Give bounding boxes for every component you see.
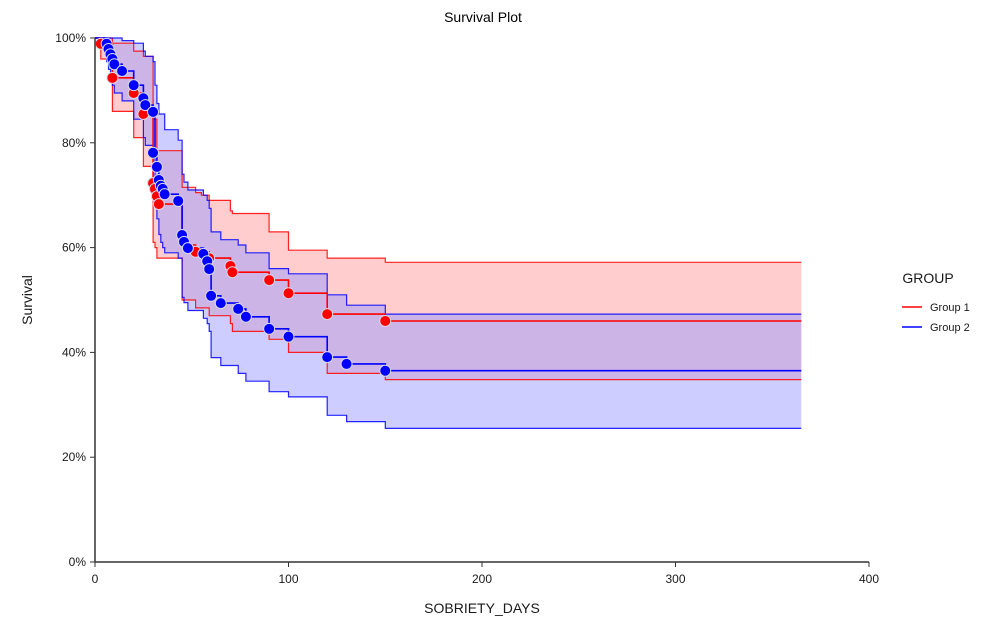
- axes: 0 100 200 300 400 0% 20% 40% 60% 80% 100%: [55, 31, 879, 586]
- data-point-group-2: [282, 330, 295, 343]
- data-point-group-2: [340, 357, 353, 370]
- data-point-group-2: [239, 310, 252, 323]
- y-tick-label: 100%: [55, 31, 86, 45]
- legend-items: Group 1 Group 2: [902, 302, 970, 334]
- legend-item-group-2: Group 2: [902, 322, 970, 334]
- data-point-group-2: [139, 99, 152, 112]
- x-tick-label: 100: [278, 572, 298, 586]
- data-point-group-1: [263, 274, 276, 287]
- legend-item-group-1: Group 1: [902, 302, 970, 314]
- y-tick-label: 20%: [62, 450, 86, 464]
- y-tick-label: 40%: [62, 345, 86, 359]
- confidence-bands: [95, 38, 802, 429]
- x-tick-label: 400: [859, 572, 879, 586]
- x-tick-label: 0: [92, 572, 99, 586]
- data-point-group-2: [379, 364, 392, 377]
- x-axis-label: SOBRIETY_DAYS: [424, 600, 540, 616]
- data-point-group-2: [147, 146, 160, 159]
- data-point-group-2: [263, 322, 276, 335]
- confidence-band-group-2: [95, 38, 802, 429]
- data-point-group-1: [226, 266, 239, 279]
- data-point-group-1: [321, 308, 334, 321]
- legend: GROUP Group 1 Group 2: [902, 270, 970, 334]
- data-point-group-2: [150, 160, 163, 173]
- x-tick-label: 200: [472, 572, 492, 586]
- legend-label: Group 2: [930, 322, 970, 334]
- data-point-group-1: [379, 314, 392, 327]
- y-axis-label: Survival: [19, 275, 35, 325]
- lower-bound-line-group-2: [95, 37, 802, 429]
- y-tick-label: 60%: [62, 241, 86, 255]
- data-point-group-2: [116, 65, 129, 78]
- data-point-group-2: [127, 79, 140, 92]
- y-tick-label: 80%: [62, 136, 86, 150]
- legend-label: Group 1: [930, 302, 970, 314]
- legend-title: GROUP: [902, 270, 953, 286]
- upper-bound-line-group-1: [95, 37, 802, 263]
- y-ticks: 0% 20% 40% 60% 80% 100%: [55, 31, 95, 569]
- data-point-group-2: [158, 188, 171, 201]
- lower-bound-line-group-1: [95, 37, 802, 381]
- x-tick-label: 300: [665, 572, 685, 586]
- censor-points: [94, 37, 392, 377]
- data-point-group-2: [321, 351, 334, 364]
- data-point-group-1: [282, 287, 295, 300]
- chart-title: Survival Plot: [444, 9, 522, 25]
- data-point-group-2: [108, 58, 121, 71]
- data-point-group-2: [205, 289, 218, 302]
- data-point-group-1: [106, 71, 119, 84]
- data-point-group-2: [172, 194, 185, 207]
- data-point-group-2: [181, 242, 194, 255]
- x-ticks: 0 100 200 300 400: [92, 562, 879, 586]
- data-point-group-1: [152, 198, 165, 211]
- y-tick-label: 0%: [69, 555, 87, 569]
- data-point-group-2: [214, 297, 227, 310]
- upper-bound-line-group-2: [95, 37, 802, 315]
- data-point-group-2: [203, 263, 216, 276]
- data-point-group-2: [232, 302, 245, 315]
- data-point-group-2: [147, 105, 160, 118]
